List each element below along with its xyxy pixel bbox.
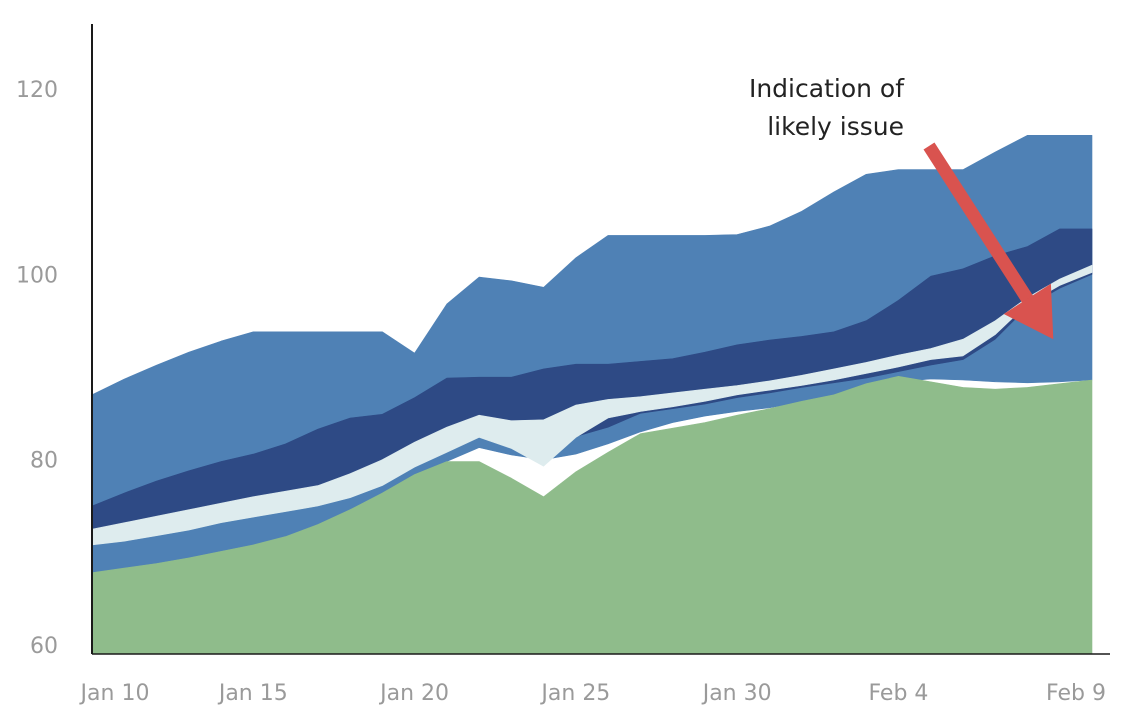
y-tick-label: 80 bbox=[30, 449, 58, 474]
annotation-text-line: Indication of bbox=[749, 74, 905, 103]
x-tick-label: Jan 10 bbox=[79, 681, 150, 706]
y-tick-label: 100 bbox=[16, 263, 58, 288]
band-areas bbox=[91, 135, 1093, 655]
tick-labels: 60 80 100 120 Jan 10 Jan 15 Jan 20 Jan 25 Jan 30… bbox=[16, 78, 1106, 706]
x-tick-label: Jan 25 bbox=[539, 681, 610, 706]
y-tick-label: 120 bbox=[16, 78, 58, 103]
annotation-text-line: likely issue bbox=[767, 112, 904, 141]
x-tick-label: Jan 20 bbox=[378, 681, 449, 706]
x-tick-label: Feb 9 bbox=[1046, 681, 1106, 706]
x-tick-label: Jan 30 bbox=[701, 681, 772, 706]
x-tick-label: Feb 4 bbox=[868, 681, 928, 706]
median-band-area bbox=[91, 264, 1093, 546]
axes bbox=[91, 24, 1110, 655]
x-tick-label: Jan 15 bbox=[217, 681, 288, 706]
arrow-shaft bbox=[923, 142, 1035, 306]
y-tick-label: 60 bbox=[30, 634, 58, 659]
arrow-head-icon bbox=[1003, 283, 1054, 340]
annotation: Indication of likely issue bbox=[749, 74, 1054, 340]
